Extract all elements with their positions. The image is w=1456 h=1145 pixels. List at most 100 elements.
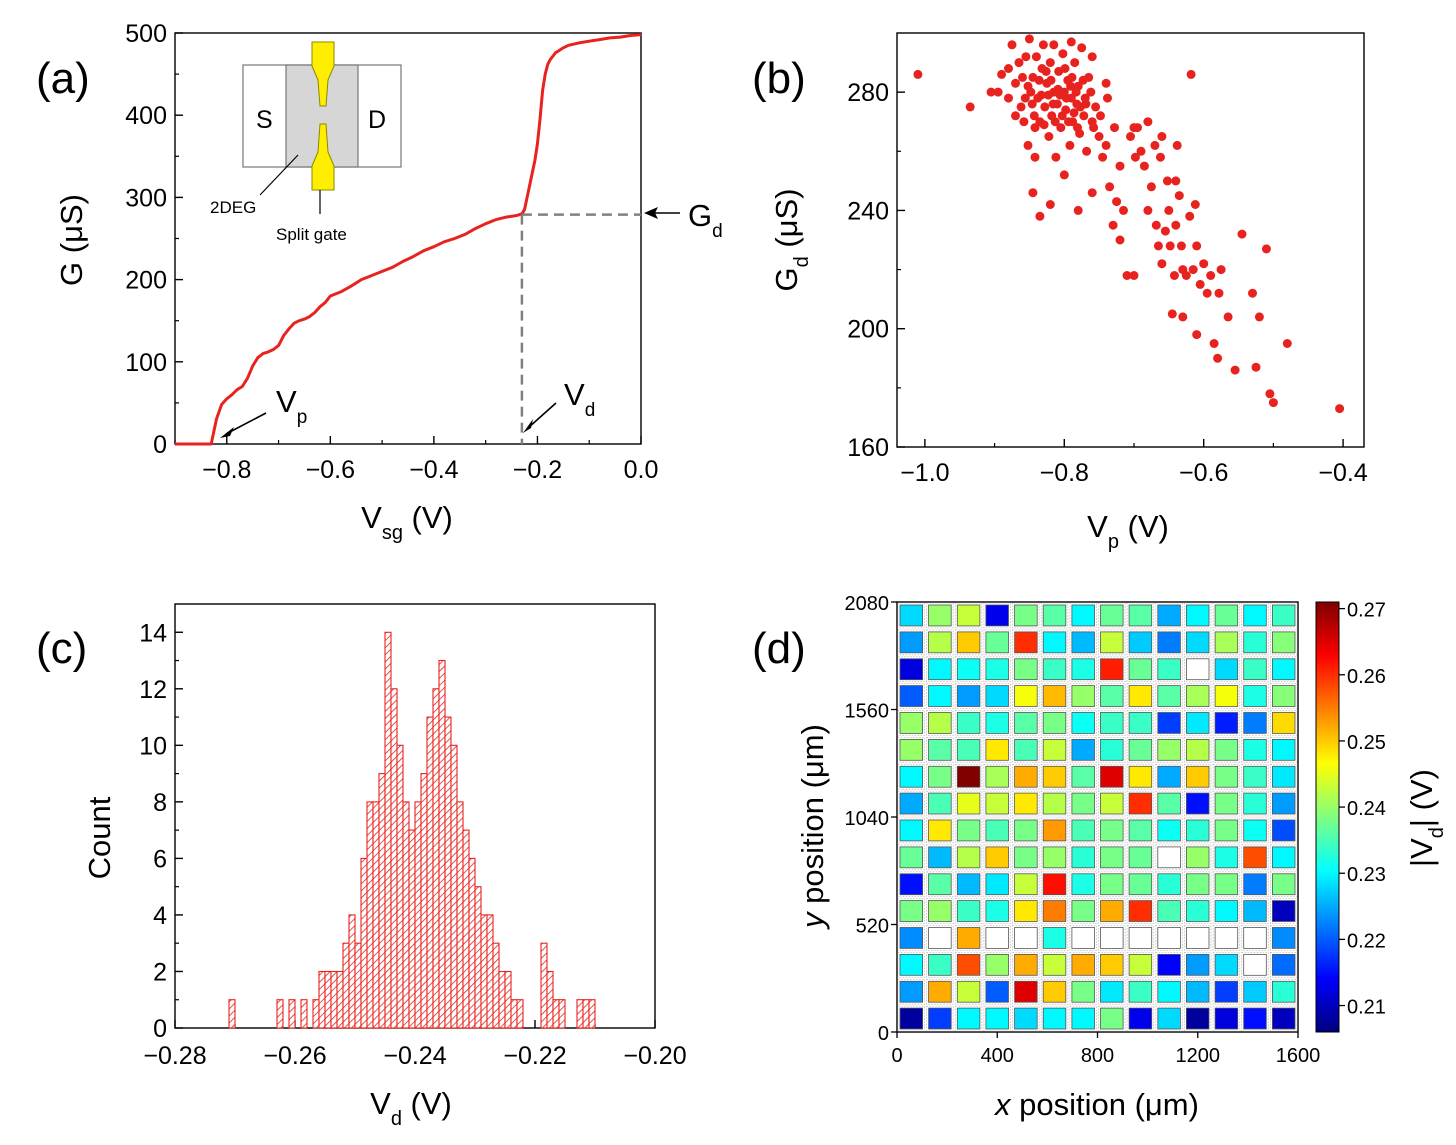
heatmap-cell-frame: [1069, 790, 1097, 817]
heatmap-cell: [1272, 712, 1296, 734]
heatmap-cell: [1272, 900, 1296, 922]
heatmap-cell-frame: [1270, 978, 1298, 1005]
heatmap-cell: [1100, 631, 1124, 654]
scatter-point: [1049, 40, 1059, 50]
heatmap-cell: [1071, 954, 1095, 976]
heatmap-cell-frame: [1241, 978, 1269, 1005]
heatmap-cell-frame: [1040, 1005, 1069, 1032]
heatmap-cell-frame: [897, 978, 926, 1005]
heatmap-cell: [928, 685, 952, 707]
heatmap-cell-frame: [1155, 710, 1183, 736]
heatmap-cell: [1214, 819, 1239, 842]
scatter-point: [1065, 140, 1075, 150]
heatmap-cell: [1157, 658, 1181, 681]
heatmap-cell-frame: [1155, 790, 1183, 817]
heatmap-cell: [899, 927, 924, 949]
heatmap-cell: [956, 712, 981, 734]
scatter-point: [1018, 72, 1027, 82]
histogram-bar: [468, 857, 476, 1029]
scatter-point: [1143, 117, 1153, 127]
heatmap-cell-frame: [1241, 629, 1269, 656]
heatmap-cell-frame: [926, 763, 954, 790]
heatmap-cell: [1157, 846, 1181, 869]
heatmap-cell: [1243, 819, 1267, 842]
heatmap-cell-frame: [1040, 737, 1069, 763]
heatmap-cell-frame: [1040, 683, 1069, 709]
histogram-bar: [558, 999, 566, 1029]
heatmap-cell-frame: [1126, 978, 1155, 1005]
panel-a-plot-area: −0.8 −0.6 −0.4 −0.2 0.0 0 100 200 300 400 500: [125, 20, 658, 484]
heatmap-cell-frame: [1098, 629, 1126, 656]
heatmap-cell-frame: [1069, 871, 1097, 898]
heatmap-cell: [1157, 1007, 1181, 1030]
scatter-point: [1059, 170, 1069, 180]
heatmap-cell: [1272, 927, 1296, 949]
scatter-point: [1174, 191, 1184, 201]
heatmap-cell: [1014, 873, 1038, 896]
heatmap-cell-frame: [1270, 817, 1298, 844]
panel-b-x-axis-label: Vp (V): [1087, 509, 1169, 553]
scatter-point: [1057, 111, 1067, 121]
panel-a-x-tick-label: −0.2: [513, 456, 562, 484]
scatter-point: [1268, 398, 1278, 408]
scatter-point: [1024, 34, 1034, 44]
heatmap-cell-frame: [1040, 656, 1069, 683]
scatter-point: [1077, 43, 1087, 53]
heatmap-cell: [1272, 631, 1296, 654]
heatmap-cell: [899, 980, 924, 1003]
heatmap-cell-frame: [983, 763, 1011, 790]
heatmap-cell: [928, 819, 952, 842]
heatmap-cell-frame: [983, 898, 1011, 924]
panel-b-chart: −1.0 −0.8 −0.6 −0.4 160 200 240 280 Vp (V) Gd (…: [769, 32, 1368, 553]
heatmap-cell: [1243, 954, 1267, 976]
heatmap-cell: [899, 658, 924, 681]
heatmap-cell: [956, 819, 981, 842]
heatmap-cell-frame: [1040, 978, 1069, 1005]
heatmap-cell-frame: [1069, 763, 1097, 790]
heatmap-cell-frame: [954, 952, 983, 978]
colorbar-tick-label: 0.25: [1347, 732, 1386, 754]
scatter-point: [1030, 152, 1040, 162]
heatmap-cell: [985, 712, 1009, 734]
heatmap-cell-frame: [1098, 763, 1126, 790]
heatmap-cell: [1157, 792, 1181, 815]
heatmap-cell-frame: [1040, 898, 1069, 924]
heatmap-cell-frame: [1098, 925, 1126, 951]
heatmap-cell: [1128, 631, 1153, 654]
heatmap-cell: [1186, 739, 1210, 761]
heatmap-cell-frame: [954, 1005, 983, 1032]
panel-c-plot-area: −0.28 −0.26 −0.24 −0.22 −0.20 0 2 4 6 8 10 12 14: [139, 603, 687, 1070]
scatter-point: [1150, 140, 1160, 150]
heatmap-cell: [899, 792, 924, 815]
heatmap-cell-frame: [1126, 629, 1155, 656]
histogram-bar: [336, 970, 344, 1029]
heatmap-cell: [956, 980, 981, 1003]
heatmap-cell-frame: [1098, 737, 1126, 763]
heatmap-cell-frame: [926, 737, 954, 763]
heatmap-cell-frame: [1040, 817, 1069, 844]
heatmap-cell-frame: [926, 790, 954, 817]
heatmap-cell: [1014, 792, 1038, 815]
heatmap-cell: [899, 604, 924, 627]
vd-label: Vd: [564, 377, 595, 421]
heatmap-cell: [1243, 658, 1267, 681]
heatmap-cell: [1214, 846, 1239, 869]
panel-c-y-tick-label: 8: [153, 789, 167, 817]
heatmap-cell-frame: [1212, 925, 1241, 951]
heatmap-cell-frame: [926, 629, 954, 656]
heatmap-cell: [1186, 927, 1210, 949]
scatter-point: [1136, 146, 1146, 156]
heatmap-cell: [1100, 873, 1124, 896]
heatmap-cell-frame: [1270, 683, 1298, 709]
panel-c-y-tick-label: 12: [139, 676, 167, 704]
panel-c-y-tick-label: 10: [139, 732, 167, 760]
histogram-bar: [456, 801, 464, 1029]
heatmap-cell: [1100, 658, 1124, 681]
heatmap-cell-frame: [1212, 978, 1241, 1005]
panel-b-x-tick-label: −1.0: [900, 459, 949, 487]
heatmap-cell-frame: [1069, 1005, 1097, 1032]
scatter-point: [1261, 244, 1271, 254]
scatter-point: [1060, 64, 1070, 73]
panel-b-x-tick-label: −0.4: [1318, 459, 1367, 487]
